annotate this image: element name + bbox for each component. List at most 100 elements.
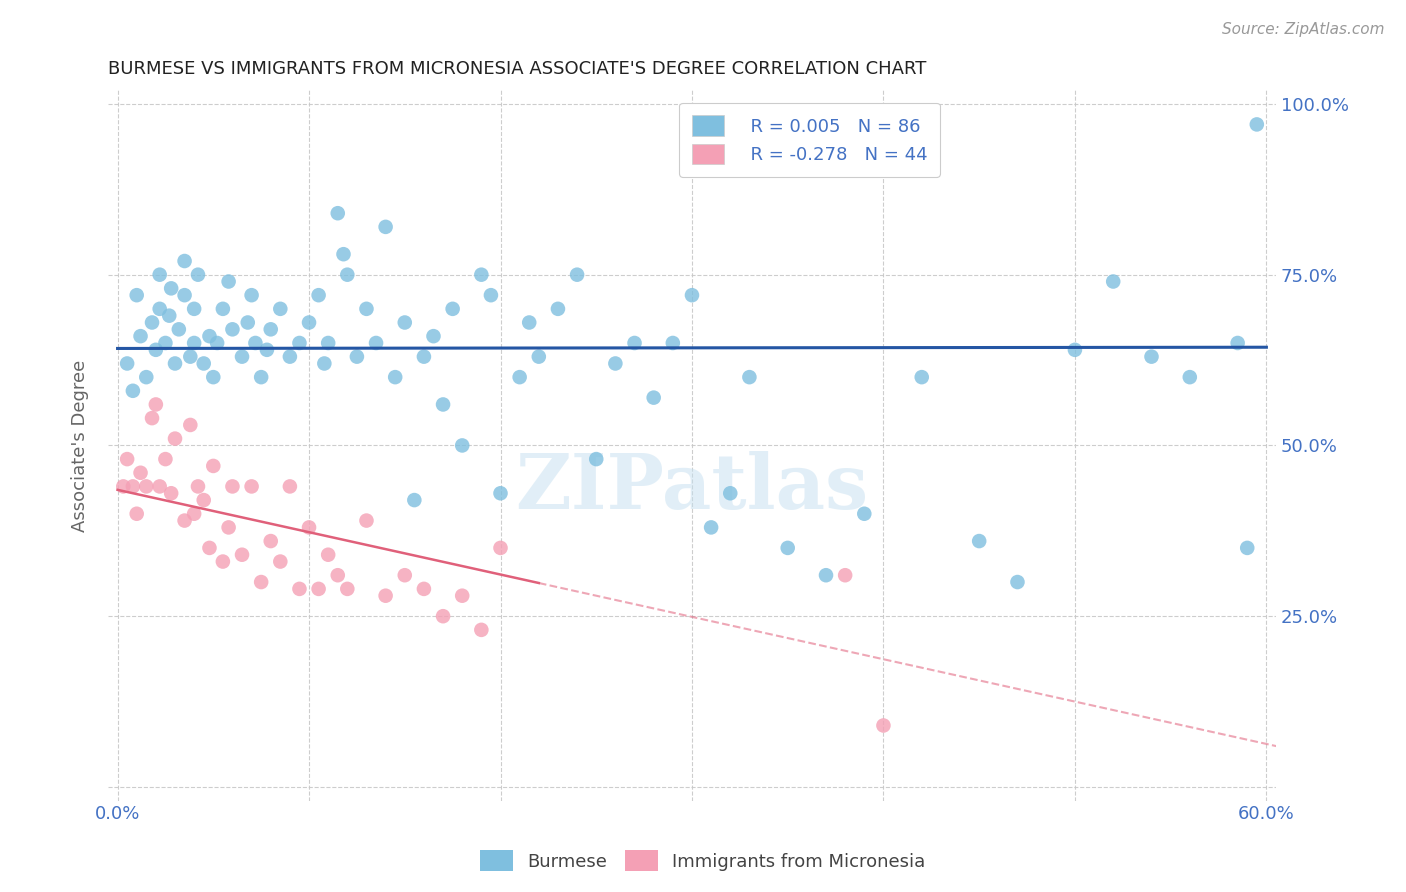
Point [298,520,321,534]
Point [160,281,183,295]
Point [115,356,138,370]
Point [231,350,253,364]
Point [212,555,235,569]
Point [413,350,436,364]
Point [738,370,761,384]
Text: BURMESE VS IMMIGRANTS FROM MICRONESIA ASSOCIATE'S DEGREE CORRELATION CHART: BURMESE VS IMMIGRANTS FROM MICRONESIA AS… [108,60,927,78]
Point [356,301,378,316]
Point [187,479,209,493]
Point [364,336,387,351]
Point [149,301,172,316]
Point [141,316,163,330]
Point [115,452,138,467]
Point [336,582,359,596]
Point [157,309,180,323]
Point [163,356,186,370]
Point [141,411,163,425]
Point [149,479,172,493]
Point [260,534,283,549]
Point [183,301,205,316]
Point [129,329,152,343]
Point [1064,343,1087,357]
Point [346,350,368,364]
Point [479,288,502,302]
Point [145,397,167,411]
Point [384,370,406,384]
Point [122,479,145,493]
Point [135,370,157,384]
Point [122,384,145,398]
Point [911,370,934,384]
Point [432,397,454,411]
Point [413,582,436,596]
Legend:   R = 0.005   N = 86,   R = -0.278   N = 44: R = 0.005 N = 86, R = -0.278 N = 44 [679,103,939,177]
Point [145,343,167,357]
Point [1236,541,1258,555]
Point [432,609,454,624]
Point [155,336,177,351]
Point [585,452,607,467]
Point [183,336,205,351]
Point [163,432,186,446]
Point [394,316,416,330]
Point [269,555,291,569]
Point [278,350,301,364]
Point [316,336,339,351]
Point [167,322,190,336]
Point [1246,117,1268,131]
Point [202,458,225,473]
Point [1007,575,1029,590]
Point [356,514,378,528]
Point [834,568,856,582]
Point [236,316,259,330]
Point [125,507,148,521]
Point [489,541,512,555]
Point [623,336,645,351]
Point [250,370,273,384]
Point [326,568,349,582]
Point [394,568,416,582]
Point [288,336,311,351]
Point [1226,336,1249,351]
Point [700,520,723,534]
Point [1102,275,1125,289]
Y-axis label: Associate's Degree: Associate's Degree [72,359,89,532]
Point [470,623,492,637]
Point [967,534,990,549]
Point [256,343,278,357]
Point [681,288,703,302]
Point [1178,370,1201,384]
Point [202,370,225,384]
Point [374,589,396,603]
Point [173,288,195,302]
Point [231,548,253,562]
Point [218,275,240,289]
Point [718,486,741,500]
Point [218,520,240,534]
Point [605,356,627,370]
Point [179,417,201,432]
Point [441,301,464,316]
Point [125,288,148,302]
Point [308,582,330,596]
Point [422,329,444,343]
Point [183,507,205,521]
Point [1140,350,1163,364]
Point [451,438,474,452]
Point [135,479,157,493]
Point [155,452,177,467]
Point [278,479,301,493]
Point [198,329,221,343]
Text: ZIPatlas: ZIPatlas [516,451,869,525]
Point [489,486,512,500]
Point [240,288,263,302]
Point [527,350,550,364]
Point [288,582,311,596]
Point [308,288,330,302]
Point [872,718,894,732]
Point [221,479,243,493]
Legend: Burmese, Immigrants from Micronesia: Burmese, Immigrants from Micronesia [474,843,932,879]
Point [221,322,243,336]
Point [662,336,685,351]
Point [643,391,665,405]
